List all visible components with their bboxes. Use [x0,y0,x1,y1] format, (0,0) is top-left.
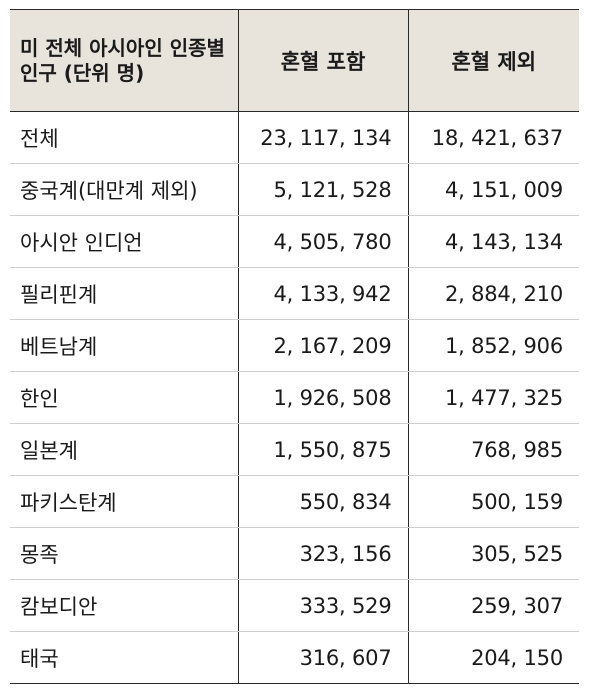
row-name: 베트남계 [10,319,238,372]
row-name: 캄보디안 [10,579,238,632]
row-mixed-included: 550, 834 [237,475,408,528]
row-mixed-included: 1, 550, 875 [237,423,408,476]
row-mixed-excluded: 1, 477, 325 [407,371,579,424]
table-row: 일본계 1, 550, 875 768, 985 [10,423,579,476]
header-mixed-excluded: 혼혈 제외 [407,9,579,112]
row-mixed-included: 333, 529 [237,579,408,632]
header-mixed-included: 혼혈 포함 [237,9,408,112]
table-row: 필리핀계 4, 133, 942 2, 884, 210 [10,267,579,320]
row-name: 파키스탄계 [10,475,238,528]
row-name: 전체 [10,111,238,164]
table-row: 파키스탄계 550, 834 500, 159 [10,475,579,528]
row-name: 태국 [20,646,59,671]
header-category: 미 전체 아시아인 인종별 인구 (단위 명) [10,9,238,112]
row-mixed-included: 4, 133, 942 [237,267,408,320]
table-row: 한인 1, 926, 508 1, 477, 325 [10,371,579,424]
row-mixed-included: 323, 156 [237,527,408,580]
row-mixed-excluded: 500, 159 [407,475,579,528]
table-row: 몽족 323, 156 305, 525 [10,527,579,580]
header-row: 미 전체 아시아인 인종별 인구 (단위 명) 혼혈 포함 혼혈 제외 [10,9,579,112]
row-mixed-included: 2, 167, 209 [237,319,408,372]
row-name: 아시안 인디언 [10,215,238,268]
row-mixed-included: 23, 117, 134 [237,111,408,164]
row-name: 한인 [10,371,238,424]
row-mixed-excluded: 1, 852, 906 [407,319,579,372]
table-body: 전체 23, 117, 134 18, 421, 637 중국계(대만계 제외)… [10,111,579,684]
table-row: 태국 316, 607 204, 150 [10,631,579,684]
row-name: 일본계 [10,423,238,476]
population-table: 미 전체 아시아인 인종별 인구 (단위 명) 혼혈 포함 혼혈 제외 전체 2… [10,9,579,684]
row-mixed-excluded: 18, 421, 637 [407,111,579,164]
row-mixed-excluded: 305, 525 [407,527,579,580]
row-name: 필리핀계 [10,267,238,320]
row-mixed-included: 316, 607 [237,631,408,684]
table-row: 중국계(대만계 제외) 5, 121, 528 4, 151, 009 [10,163,579,216]
table-row: 전체 23, 117, 134 18, 421, 637 [10,111,579,164]
row-name: 몽족 [10,527,238,580]
table-row: 아시안 인디언 4, 505, 780 4, 143, 134 [10,215,579,268]
table-row: 베트남계 2, 167, 209 1, 852, 906 [10,319,579,372]
row-mixed-excluded: 4, 143, 134 [407,215,579,268]
population-table-wrapper: 미 전체 아시아인 인종별 인구 (단위 명) 혼혈 포함 혼혈 제외 전체 2… [10,9,579,684]
row-mixed-excluded: 204, 150 [407,631,579,684]
row-mixed-included: 4, 505, 780 [237,215,408,268]
table-header: 미 전체 아시아인 인종별 인구 (단위 명) 혼혈 포함 혼혈 제외 [10,9,579,112]
table-row: 캄보디안 333, 529 259, 307 [10,579,579,632]
row-mixed-included: 1, 926, 508 [237,371,408,424]
row-mixed-excluded: 2, 884, 210 [407,267,579,320]
row-name: 중국계(대만계 제외) [10,163,238,216]
row-mixed-excluded: 259, 307 [407,579,579,632]
row-mixed-included: 5, 121, 528 [237,163,408,216]
row-mixed-excluded: 768, 985 [407,423,579,476]
row-mixed-excluded: 4, 151, 009 [407,163,579,216]
